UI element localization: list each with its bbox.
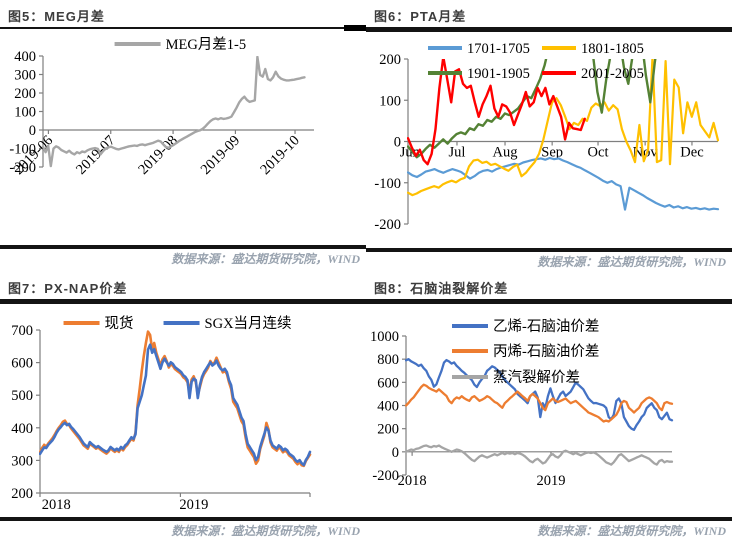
chart-panel-pxnap: 图7：PX-NAP价差 700 600 500 400 300 200 2018 2019 现货… <box>0 272 366 545</box>
svg-text:Jul: Jul <box>449 145 466 161</box>
chart-title-naphtha: 图8：石脑油裂解价差 <box>374 281 509 296</box>
svg-text:-200: -200 <box>9 160 36 176</box>
svg-text:600: 600 <box>11 356 33 372</box>
svg-text:2019-08: 2019-08 <box>135 133 180 178</box>
source-note: 数据来源：盛达期货研究院，WIND <box>537 524 726 538</box>
svg-text:现货: 现货 <box>105 315 134 332</box>
chart-title-meg: 图5：MEG月差 <box>8 9 105 24</box>
svg-text:-200: -200 <box>374 217 401 233</box>
title-rule <box>366 299 732 304</box>
source-note: 数据来源：盛达期货研究院，WIND <box>537 255 726 269</box>
svg-text:200: 200 <box>14 86 36 102</box>
chart-title-pta: 图6：PTA月差 <box>374 9 467 24</box>
source-rule <box>0 517 366 521</box>
svg-text:2019-07: 2019-07 <box>73 133 118 178</box>
svg-text:2001-2005: 2001-2005 <box>581 66 644 82</box>
svg-text:500: 500 <box>11 388 33 404</box>
svg-text:0: 0 <box>29 123 36 139</box>
svg-text:乙烯-石脑油价差: 乙烯-石脑油价差 <box>493 318 599 335</box>
svg-text:2018: 2018 <box>42 497 71 513</box>
svg-text:Oct: Oct <box>588 145 609 161</box>
chart-title-pxnap: 图7：PX-NAP价差 <box>8 281 128 296</box>
svg-text:0: 0 <box>392 445 399 461</box>
svg-text:-100: -100 <box>9 142 36 158</box>
svg-text:SGX当月连续: SGX当月连续 <box>205 315 292 332</box>
svg-text:Dec: Dec <box>680 145 703 161</box>
svg-text:300: 300 <box>14 68 36 84</box>
svg-text:1801-1805: 1801-1805 <box>581 41 644 57</box>
svg-text:2019: 2019 <box>179 497 208 513</box>
svg-text:2019-10: 2019-10 <box>257 133 302 178</box>
source-rule <box>0 245 366 249</box>
source-rule <box>366 248 732 252</box>
svg-text:400: 400 <box>14 49 36 65</box>
svg-text:400: 400 <box>377 399 399 415</box>
source-note: 数据来源：盛达期货研究院，WIND <box>171 252 360 266</box>
svg-text:丙烯-石脑油价差: 丙烯-石脑油价差 <box>493 343 599 360</box>
svg-text:Nov: Nov <box>633 145 659 161</box>
rule-end-cap <box>344 25 366 31</box>
svg-text:600: 600 <box>377 375 399 391</box>
svg-text:0: 0 <box>394 135 401 151</box>
svg-text:200: 200 <box>379 52 401 68</box>
px-nap-spread-chart: 700 600 500 400 300 200 2018 2019 现货 SGX当月连续 <box>11 315 312 513</box>
svg-text:400: 400 <box>11 421 33 437</box>
title-rule <box>0 299 366 304</box>
svg-text:1701-1705: 1701-1705 <box>467 41 530 57</box>
svg-text:300: 300 <box>11 453 33 469</box>
svg-text:2018: 2018 <box>398 473 427 489</box>
svg-text:-100: -100 <box>374 176 401 192</box>
chart-panel-naphtha: 图8：石脑油裂解价差 1000 800 600 400 200 0 -200 2018 2019… <box>366 272 732 545</box>
source-note: 数据来源：盛达期货研究院，WIND <box>171 524 360 538</box>
svg-text:100: 100 <box>14 105 36 121</box>
svg-text:800: 800 <box>377 352 399 368</box>
svg-text:1000: 1000 <box>370 329 399 345</box>
svg-text:-200: -200 <box>372 468 399 484</box>
source-rule <box>366 517 732 521</box>
svg-text:Sep: Sep <box>541 145 563 161</box>
svg-text:700: 700 <box>11 323 33 339</box>
title-rule <box>366 27 732 32</box>
chart-panel-pta: 图6：PTA月差 200 100 0 -100 -200 Jun Jul Aug Sep Oct N… <box>366 0 732 272</box>
svg-text:1901-1905: 1901-1905 <box>467 66 530 82</box>
svg-text:200: 200 <box>11 486 33 502</box>
svg-text:Aug: Aug <box>493 145 518 161</box>
svg-text:蒸汽裂解价差: 蒸汽裂解价差 <box>493 369 580 386</box>
svg-text:200: 200 <box>377 422 399 438</box>
svg-text:100: 100 <box>379 93 401 109</box>
svg-text:2019-09: 2019-09 <box>198 133 243 178</box>
svg-text:2019: 2019 <box>536 473 565 489</box>
title-rule <box>0 25 366 31</box>
svg-text:MEG月差1-5: MEG月差1-5 <box>166 36 247 53</box>
chart-panel-meg: 图5：MEG月差 400 300 200 100 0 -100 -200 2019-06 201… <box>0 0 366 272</box>
